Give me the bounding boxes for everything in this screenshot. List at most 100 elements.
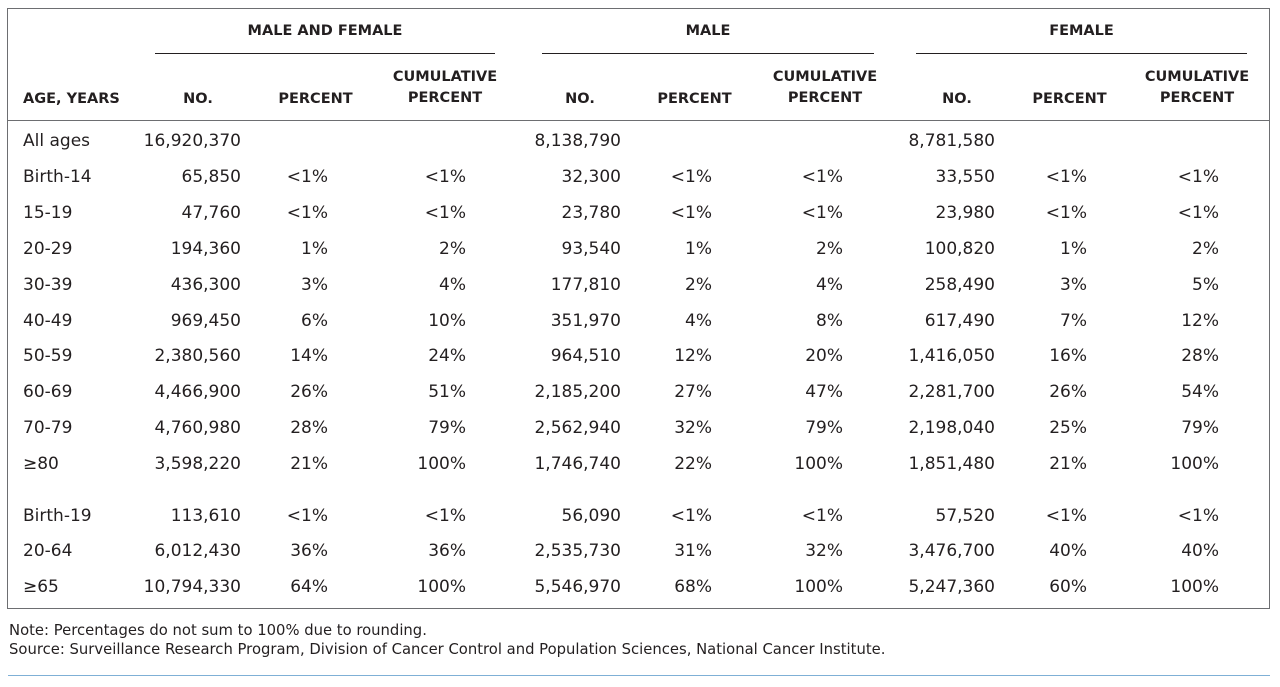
cell-total-cumulative: 36% (428, 541, 466, 561)
cell-male-percent: 1% (685, 239, 712, 259)
cell-female-no: 100,820 (924, 239, 995, 259)
cell-male-no: 5,546,970 (534, 577, 621, 597)
cell-total-no: 47,760 (181, 203, 241, 223)
cell-male-no: 93,540 (561, 239, 621, 259)
cell-total-no: 6,012,430 (154, 541, 241, 561)
cell-female-no: 57,520 (935, 506, 995, 526)
cell-total-no: 4,760,980 (154, 418, 241, 438)
col-header-age: AGE, YEARS (23, 91, 120, 107)
cell-female-no: 23,980 (935, 203, 995, 223)
col-header-cumulative-line1: CUMULATIVE (772, 69, 878, 85)
cell-total-percent: 3% (301, 275, 328, 295)
cell-total-no: 436,300 (170, 275, 241, 295)
cell-total-cumulative: 79% (428, 418, 466, 438)
row-age-label: Birth-19 (23, 506, 92, 526)
cell-female-percent: <1% (1045, 506, 1087, 526)
cell-male-no: 1,746,740 (534, 454, 621, 474)
row-age-label: 15-19 (23, 203, 73, 223)
group-header-male: MALE (685, 23, 731, 39)
cell-total-cumulative: 100% (417, 454, 466, 474)
cell-male-percent: 22% (674, 454, 712, 474)
cell-male-cumulative: 4% (816, 275, 843, 295)
group-underline-female (916, 53, 1247, 54)
cell-female-cumulative: 40% (1181, 541, 1219, 561)
row-age-label: 20-29 (23, 239, 73, 259)
cell-female-cumulative: 100% (1170, 577, 1219, 597)
table-source: Source: Surveillance Research Program, D… (9, 641, 886, 658)
col-header-percent: PERCENT (1032, 91, 1107, 107)
header-separator (8, 120, 1269, 121)
cell-total-percent: <1% (286, 506, 328, 526)
cell-female-no: 1,851,480 (908, 454, 995, 474)
cell-total-no: 16,920,370 (143, 131, 241, 151)
cell-male-no: 351,970 (550, 311, 621, 331)
cell-female-percent: 26% (1049, 382, 1087, 402)
col-header-cumulative: CUMULATIVE PERCENT (1132, 67, 1262, 109)
cell-total-no: 2,380,560 (154, 346, 241, 366)
row-age-label: 30-39 (23, 275, 73, 295)
col-header-percent: PERCENT (657, 91, 732, 107)
cell-female-no: 1,416,050 (908, 346, 995, 366)
cell-female-percent: <1% (1045, 167, 1087, 187)
cell-female-no: 2,281,700 (908, 382, 995, 402)
cell-male-cumulative: 100% (794, 454, 843, 474)
cell-female-cumulative: 54% (1181, 382, 1219, 402)
row-age-label: ≥80 (23, 454, 59, 474)
cell-female-percent: 25% (1049, 418, 1087, 438)
cell-male-cumulative: 100% (794, 577, 843, 597)
cell-total-no: 10,794,330 (143, 577, 241, 597)
cell-male-percent: 32% (674, 418, 712, 438)
cell-female-percent: 21% (1049, 454, 1087, 474)
col-header-no: NO. (183, 91, 213, 107)
cell-female-no: 258,490 (924, 275, 995, 295)
cell-total-cumulative: 24% (428, 346, 466, 366)
cell-total-no: 3,598,220 (154, 454, 241, 474)
cell-female-no: 33,550 (935, 167, 995, 187)
cell-total-cumulative: <1% (424, 167, 466, 187)
cell-male-cumulative: <1% (801, 203, 843, 223)
col-header-cumulative-line1: CUMULATIVE (392, 69, 498, 85)
col-header-cumulative: CUMULATIVE PERCENT (380, 67, 510, 109)
col-header-cumulative: CUMULATIVE PERCENT (760, 67, 890, 109)
cell-female-percent: 16% (1049, 346, 1087, 366)
col-header-cumulative-line1: CUMULATIVE (1144, 69, 1250, 85)
row-age-label: Birth-14 (23, 167, 92, 187)
cell-total-no: 194,360 (170, 239, 241, 259)
cell-female-cumulative: <1% (1177, 167, 1219, 187)
cell-male-percent: 27% (674, 382, 712, 402)
cell-male-cumulative: 8% (816, 311, 843, 331)
cell-female-cumulative: 5% (1192, 275, 1219, 295)
cell-total-percent: <1% (286, 167, 328, 187)
row-age-label: 20-64 (23, 541, 73, 561)
cell-female-cumulative: 28% (1181, 346, 1219, 366)
cell-total-cumulative: 4% (439, 275, 466, 295)
row-age-label: 60-69 (23, 382, 73, 402)
cell-male-percent: 2% (685, 275, 712, 295)
cell-female-cumulative: 2% (1192, 239, 1219, 259)
cell-female-cumulative: <1% (1177, 203, 1219, 223)
cell-male-cumulative: 47% (805, 382, 843, 402)
cell-total-no: 4,466,900 (154, 382, 241, 402)
col-header-cumulative-line2: PERCENT (407, 90, 483, 106)
cell-male-no: 964,510 (550, 346, 621, 366)
cell-total-no: 113,610 (170, 506, 241, 526)
cell-total-percent: 28% (290, 418, 328, 438)
cell-female-percent: 1% (1060, 239, 1087, 259)
cell-total-cumulative: 100% (417, 577, 466, 597)
cell-male-no: 56,090 (561, 506, 621, 526)
cell-total-no: 969,450 (170, 311, 241, 331)
cell-male-percent: 12% (674, 346, 712, 366)
cell-total-cumulative: 2% (439, 239, 466, 259)
cell-female-percent: 60% (1049, 577, 1087, 597)
cell-total-percent: 64% (290, 577, 328, 597)
cell-male-no: 2,185,200 (534, 382, 621, 402)
row-age-label: 50-59 (23, 346, 73, 366)
cell-total-percent: 6% (301, 311, 328, 331)
cell-total-percent: 36% (290, 541, 328, 561)
table-note: Note: Percentages do not sum to 100% due… (9, 622, 427, 639)
group-header-female: FEMALE (1049, 23, 1114, 39)
row-age-label: 70-79 (23, 418, 73, 438)
cell-male-percent: <1% (670, 506, 712, 526)
group-underline-male (542, 53, 874, 54)
col-header-cumulative-line2: PERCENT (1159, 90, 1235, 106)
